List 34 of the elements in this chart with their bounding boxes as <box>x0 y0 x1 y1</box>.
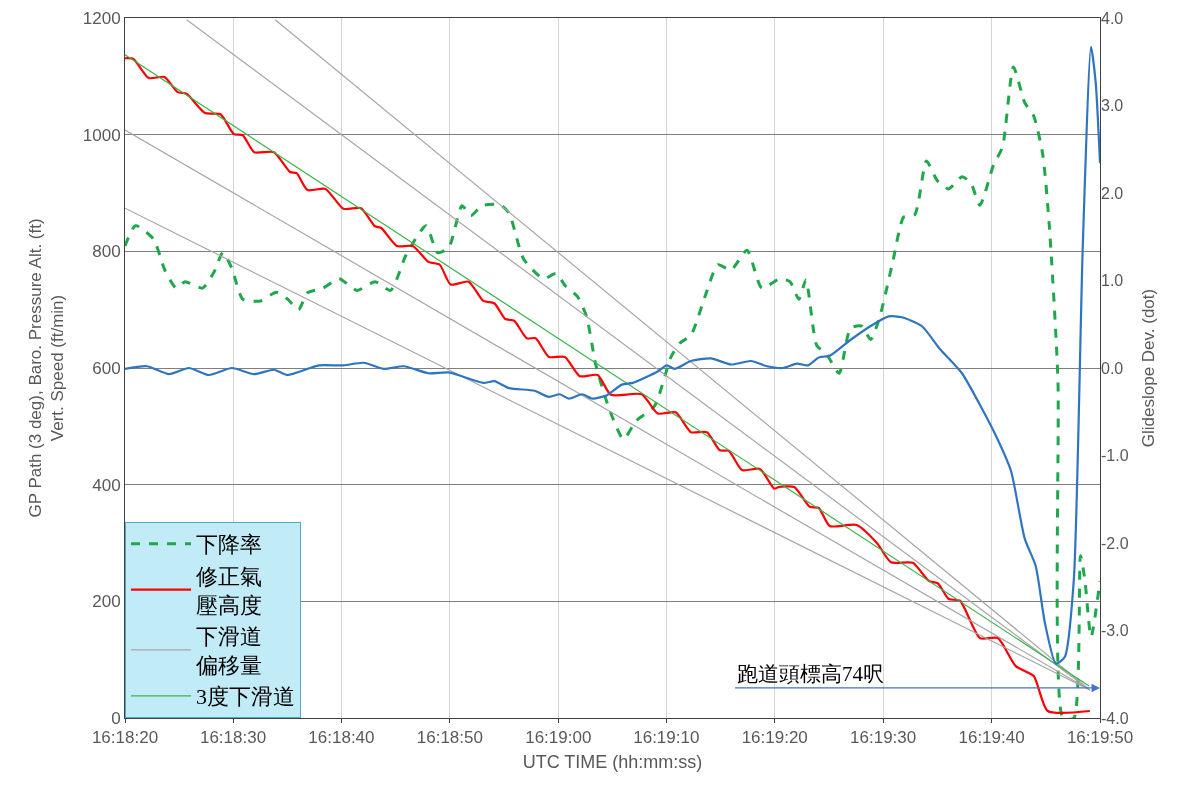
y-tick-label: 800 <box>92 242 121 262</box>
y-tick-label: 400 <box>92 475 121 495</box>
x-axis-title: UTC TIME (hh:mm:ss) <box>522 751 703 772</box>
x-tick-label: 16:18:30 <box>199 728 267 748</box>
x-tick-label: 16:18:50 <box>416 728 483 748</box>
y2-tick-label: 2.0 <box>1101 184 1124 202</box>
y2-axis-title: Glideslope Dev. (dot) <box>1139 288 1159 448</box>
y2-tick-label: -2.0 <box>1101 534 1129 552</box>
y-axis-title: GP Path (3 deg), Baro. Pressure Alt. (ft) Vert. Speed (ft/min) <box>26 218 68 518</box>
annotation: 跑道頭標高74呎 <box>737 662 884 686</box>
x-tick-label: 16:18:20 <box>91 728 159 748</box>
y2-tick-label: 3.0 <box>1101 97 1124 115</box>
y2-tick-label: -1.0 <box>1101 447 1129 465</box>
x-tick-label: 16:19:50 <box>1066 728 1134 748</box>
y-tick-label: 1000 <box>82 125 121 145</box>
legend-label: 下滑道偏移量 <box>196 624 262 678</box>
x-tick-label: 16:19:10 <box>633 728 700 748</box>
x-tick-label: 16:19:00 <box>525 728 592 748</box>
legend-label: 3度下滑道 <box>196 684 295 710</box>
y2-tick-label: -4.0 <box>1101 709 1129 727</box>
x-tick-label: 16:19:30 <box>850 728 917 748</box>
y2-tick-label: -3.0 <box>1101 622 1129 640</box>
x-tick-label: 16:19:40 <box>958 728 1025 748</box>
x-tick-label: 16:19:20 <box>741 728 808 748</box>
y-tick-label: 600 <box>92 358 121 378</box>
y-tick-label: 0 <box>111 708 121 728</box>
legend-label: 下降率 <box>196 532 262 558</box>
y-tick-label: 200 <box>92 592 121 612</box>
x-tick-label: 16:18:40 <box>308 728 375 748</box>
y2-tick-label: 0.0 <box>1101 359 1124 377</box>
y2-tick-label: 1.0 <box>1101 272 1124 290</box>
legend-label: 修正氣壓高度 <box>196 563 262 618</box>
y-tick-label: 1200 <box>82 8 121 28</box>
y2-tick-label: 4.0 <box>1101 9 1124 27</box>
